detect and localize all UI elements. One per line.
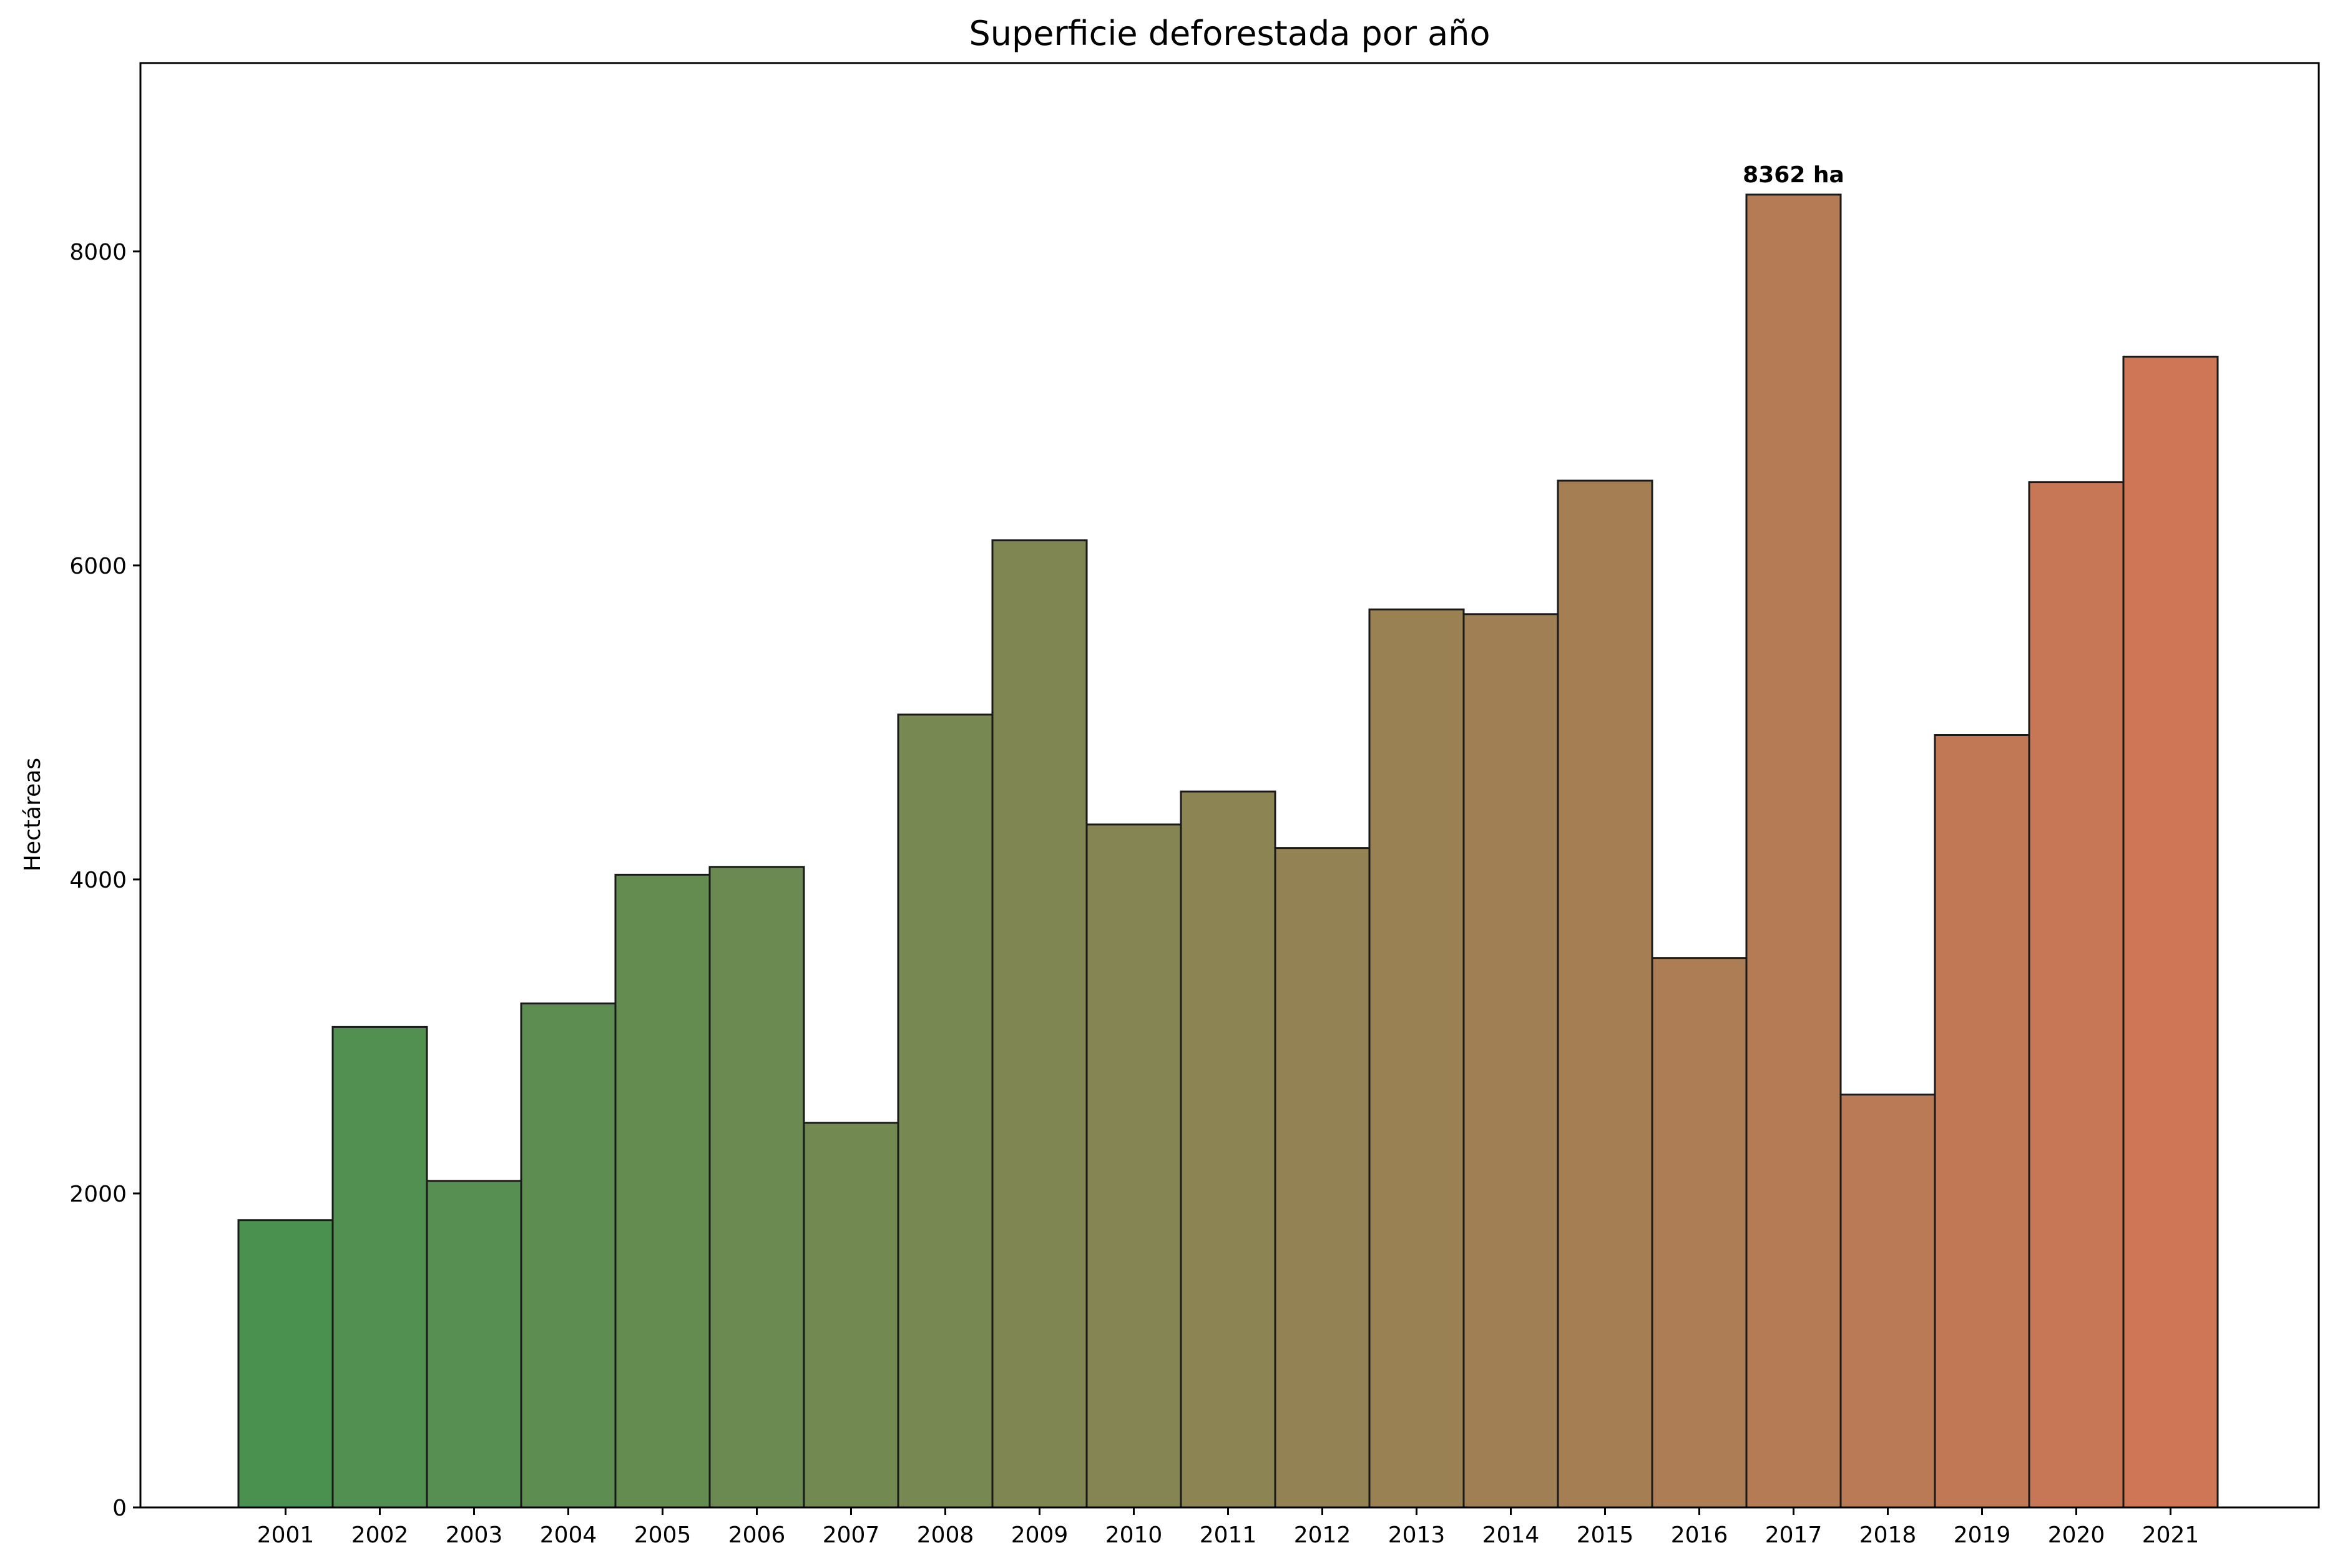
bar-2004 [520, 1002, 617, 1509]
bar-2016 [1651, 957, 1748, 1509]
bar-2018 [1839, 1093, 1936, 1509]
bar-2001 [237, 1219, 334, 1509]
y-axis-label: Hectáreas [20, 758, 46, 871]
bar-2020 [2028, 481, 2125, 1509]
x-tick-label-2010: 2010 [1105, 1522, 1163, 1548]
y-tick-label-2000: 2000 [69, 1182, 127, 1207]
x-tick-label-2006: 2006 [728, 1522, 786, 1548]
y-axis-ticks: 0 2000 4000 6000 8000 [69, 240, 140, 1521]
x-tick-label-2021: 2021 [2142, 1522, 2200, 1548]
bar-2007 [803, 1122, 899, 1509]
x-tick-label-2005: 2005 [634, 1522, 692, 1548]
bar-2005 [614, 873, 711, 1509]
bar-2012 [1274, 847, 1371, 1509]
x-axis-ticks: 2001 2002 2003 2004 2005 2006 2007 2008 2009 2010… [257, 1507, 2200, 1548]
bar-annotation-2017: 8362 ha [1743, 162, 1844, 188]
y-tick-label-4000: 4000 [69, 868, 127, 893]
x-tick-label-2002: 2002 [351, 1522, 409, 1548]
bar-2011 [1180, 790, 1276, 1509]
bar-2014 [1462, 613, 1559, 1509]
y-tick-label-6000: 6000 [69, 554, 127, 579]
x-tick-label-2003: 2003 [446, 1522, 503, 1548]
x-tick-label-2013: 2013 [1388, 1522, 1446, 1548]
bar-2019 [1934, 734, 2030, 1509]
bar-2010 [1085, 823, 1182, 1509]
x-tick-label-2019: 2019 [1954, 1522, 2011, 1548]
chart-title: Superficie deforestada por año [969, 14, 1490, 53]
plot-area-frame [139, 62, 2320, 1509]
x-tick-label-2011: 2011 [1200, 1522, 1257, 1548]
x-tick-label-2020: 2020 [2048, 1522, 2105, 1548]
x-tick-label-2008: 2008 [917, 1522, 974, 1548]
bar-2009 [991, 539, 1088, 1509]
x-tick-label-2012: 2012 [1294, 1522, 1351, 1548]
bar-2008 [897, 713, 994, 1509]
x-tick-label-2004: 2004 [540, 1522, 597, 1548]
x-tick-label-2007: 2007 [823, 1522, 880, 1548]
bar-2015 [1557, 479, 1653, 1509]
x-tick-label-2017: 2017 [1765, 1522, 1823, 1548]
bar-2002 [331, 1026, 428, 1509]
bar-2021 [2122, 355, 2219, 1509]
x-tick-label-2018: 2018 [1859, 1522, 1917, 1548]
bar-2003 [426, 1180, 522, 1509]
x-tick-label-2016: 2016 [1671, 1522, 1728, 1548]
bars-layer [237, 194, 2219, 1509]
annotation-layer: 8362 ha [1743, 162, 1844, 188]
y-tick-label-0: 0 [112, 1496, 127, 1521]
x-tick-label-2015: 2015 [1577, 1522, 1634, 1548]
x-tick-label-2014: 2014 [1482, 1522, 1540, 1548]
bar-2006 [708, 866, 805, 1509]
y-tick-label-8000: 8000 [69, 240, 127, 265]
x-tick-label-2009: 2009 [1011, 1522, 1069, 1548]
bar-2013 [1368, 608, 1465, 1509]
bar-2017 [1745, 194, 1842, 1509]
x-tick-label-2001: 2001 [257, 1522, 315, 1548]
